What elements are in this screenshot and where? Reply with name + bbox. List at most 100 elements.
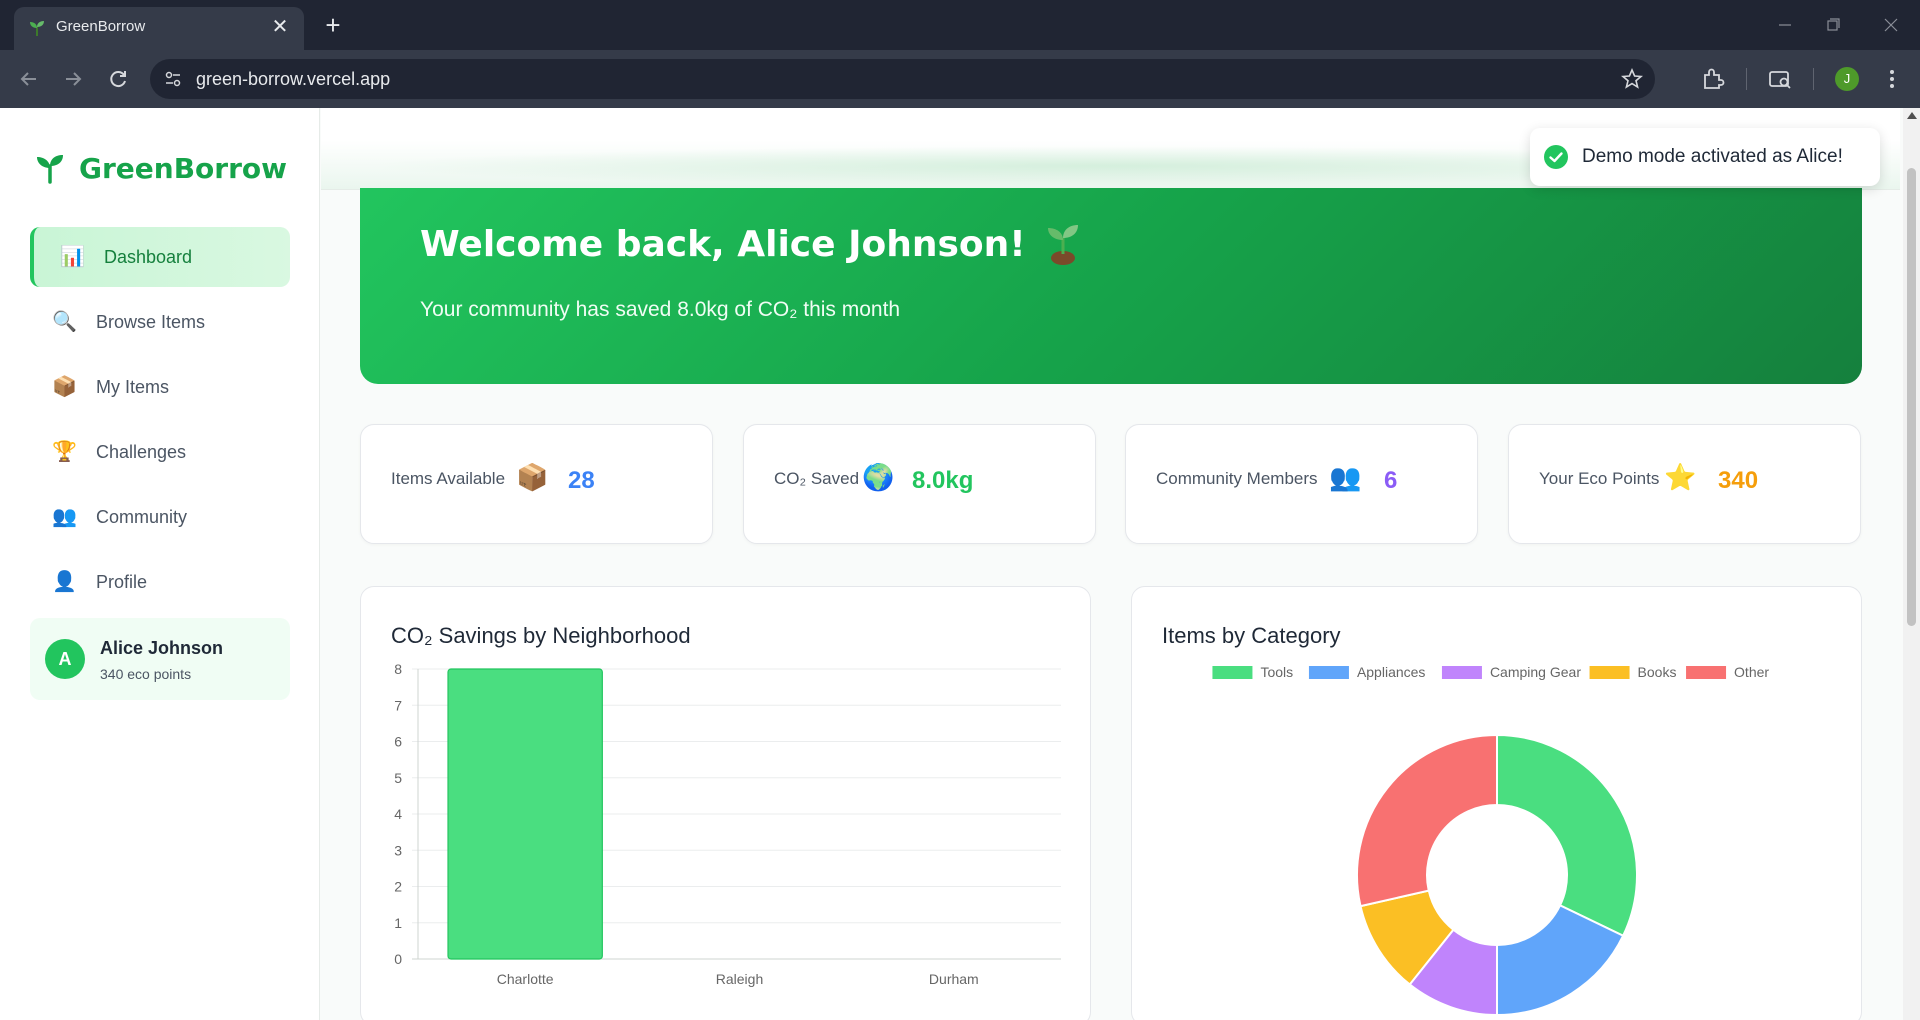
sidebar-item-profile[interactable]: 👤 Profile: [30, 552, 290, 612]
chart-title: CO₂ Savings by Neighborhood: [391, 623, 691, 648]
stat-value: 6: [1384, 467, 1398, 494]
address-bar[interactable]: green-borrow.vercel.app: [150, 59, 1655, 99]
legend-swatch: [1589, 666, 1630, 679]
user-name: Alice Johnson: [100, 638, 224, 658]
chart-title: Items by Category: [1162, 623, 1341, 648]
bar: [447, 668, 603, 960]
minimize-icon[interactable]: [1770, 12, 1800, 38]
y-tick-label: 0: [394, 951, 402, 967]
user-eco-points: 340 eco points: [100, 666, 192, 682]
co2-by-neighborhood-card: CO₂ Savings by Neighborhood 0 1 2 3 4 5 6 7 8 Cha…: [360, 586, 1091, 1020]
donut-chart: Tools Appliances Camping Gear Books Other: [1212, 664, 1769, 1017]
bookmark-star-icon[interactable]: [1621, 68, 1643, 90]
brand-name: GreenBorrow: [79, 151, 288, 185]
welcome-subtitle: Your community has saved 8.0kg of CO₂ th…: [420, 298, 901, 321]
scroll-thumb[interactable]: [1907, 168, 1916, 626]
sprout-logo-icon: [37, 155, 63, 184]
page-scrollbar[interactable]: [1903, 108, 1920, 1020]
stat-label: Your Eco Points: [1539, 469, 1660, 488]
browser-tab[interactable]: GreenBorrow ✕: [14, 7, 304, 50]
sidebar-item-label: Challenges: [96, 441, 187, 462]
legend-swatch: [1441, 666, 1482, 679]
x-tick-label: Durham: [929, 971, 979, 987]
stat-card-eco-points: Your Eco Points ⭐ 340: [1508, 424, 1861, 544]
back-arrow-icon[interactable]: [14, 64, 44, 94]
tab-title: GreenBorrow: [56, 18, 146, 35]
people-icon: 👥: [52, 506, 77, 528]
sidebar-item-dashboard[interactable]: 📊 Dashboard: [30, 227, 290, 287]
sidebar-item-label: Community: [96, 506, 188, 527]
donut-slice: [1496, 733, 1638, 938]
bar-chart: 0 1 2 3 4 5 6 7 8 Charlotte Raleigh Durham: [394, 661, 1061, 987]
kebab-menu-icon[interactable]: [1880, 67, 1904, 91]
sprout-favicon-icon: [30, 21, 44, 36]
person-icon: 👤: [52, 571, 77, 593]
legend-swatch: [1686, 666, 1727, 679]
x-tick-label: Raleigh: [716, 971, 763, 987]
stat-value: 340: [1718, 467, 1759, 494]
stat-card-community-members: Community Members 👥 6: [1125, 424, 1478, 544]
check-circle-icon: [1544, 145, 1568, 169]
close-tab-icon[interactable]: ✕: [271, 16, 289, 38]
toast-notification[interactable]: Demo mode activated as Alice!: [1530, 128, 1880, 186]
url-text: green-borrow.vercel.app: [196, 69, 391, 89]
extensions-puzzle-icon[interactable]: [1700, 66, 1726, 92]
sidebar-item-community[interactable]: 👥 Community: [30, 487, 290, 547]
tab-search-icon[interactable]: [1767, 66, 1793, 92]
sidebar-item-challenges[interactable]: 🏆 Challenges: [30, 422, 290, 482]
y-tick-label: 5: [394, 770, 402, 786]
toolbar-separator: [1746, 68, 1747, 90]
stat-card-co2-saved: CO₂ Saved 🌍 8.0kg: [743, 424, 1096, 544]
legend-label: Other: [1734, 664, 1769, 680]
scroll-up-arrow-icon[interactable]: [1907, 112, 1917, 119]
site-settings-icon[interactable]: [164, 70, 182, 88]
toolbar-separator: [1813, 68, 1814, 90]
legend-swatch: [1212, 666, 1253, 679]
y-tick-label: 1: [394, 915, 402, 931]
welcome-title-text: Welcome back, Alice Johnson!: [420, 223, 1026, 265]
legend-swatch: [1308, 666, 1349, 679]
sidebar-item-label: Dashboard: [104, 246, 193, 267]
sidebar-item-my-items[interactable]: 📦 My Items: [30, 357, 290, 417]
stat-value: 28: [568, 467, 595, 494]
seedling-icon: [1047, 225, 1078, 265]
brand-logo[interactable]: GreenBorrow: [34, 148, 287, 188]
restore-icon[interactable]: [1818, 12, 1848, 38]
x-tick-label: Charlotte: [497, 971, 554, 987]
globe-icon: 🌍: [862, 462, 895, 492]
profile-avatar[interactable]: J: [1835, 67, 1859, 91]
avatar: A: [45, 639, 85, 679]
sidebar-item-label: My Items: [96, 376, 170, 397]
y-tick-label: 8: [394, 661, 402, 677]
new-tab-button[interactable]: +: [325, 10, 341, 40]
y-tick-label: 4: [394, 806, 402, 822]
app-page: GreenBorrow 📊 Dashboard 🔍 Browse Items 📦…: [0, 108, 1920, 1020]
package-icon: 📦: [52, 376, 77, 398]
star-icon: ⭐: [1664, 462, 1697, 492]
reload-icon[interactable]: [103, 64, 133, 94]
browser-toolbar: green-borrow.vercel.app J: [0, 50, 1920, 108]
y-tick-label: 7: [394, 697, 402, 713]
magnifier-icon: 🔍: [52, 311, 77, 333]
toast-message: Demo mode activated as Alice!: [1582, 146, 1843, 167]
stat-label: Items Available: [391, 469, 506, 488]
user-card[interactable]: A Alice Johnson 340 eco points: [30, 618, 290, 700]
y-tick-label: 6: [394, 734, 402, 750]
stats-row: Items Available 📦 28 CO₂ Saved 🌍 8.0kg C…: [360, 424, 1862, 544]
legend-label: Books: [1638, 664, 1677, 680]
sidebar-item-browse-items[interactable]: 🔍 Browse Items: [30, 292, 290, 352]
welcome-banner: Welcome back, Alice Johnson! Your commun…: [360, 188, 1862, 384]
welcome-title: Welcome back, Alice Johnson!: [420, 222, 1084, 266]
trophy-icon: 🏆: [52, 441, 77, 463]
forward-arrow-icon[interactable]: [58, 64, 88, 94]
y-tick-label: 3: [394, 842, 402, 858]
stat-label: CO₂ Saved: [774, 469, 860, 488]
main-content: Welcome back, Alice Johnson! Your commun…: [321, 108, 1900, 1020]
donut-slice: [1356, 733, 1498, 908]
bar-chart-icon: 📊: [60, 246, 85, 268]
legend-label: Appliances: [1357, 664, 1426, 680]
sidebar-item-label: Browse Items: [96, 311, 206, 332]
stat-card-items-available: Items Available 📦 28: [360, 424, 713, 544]
sidebar-nav: 📊 Dashboard 🔍 Browse Items 📦 My Items 🏆 …: [30, 227, 290, 617]
close-window-icon[interactable]: [1876, 12, 1906, 38]
